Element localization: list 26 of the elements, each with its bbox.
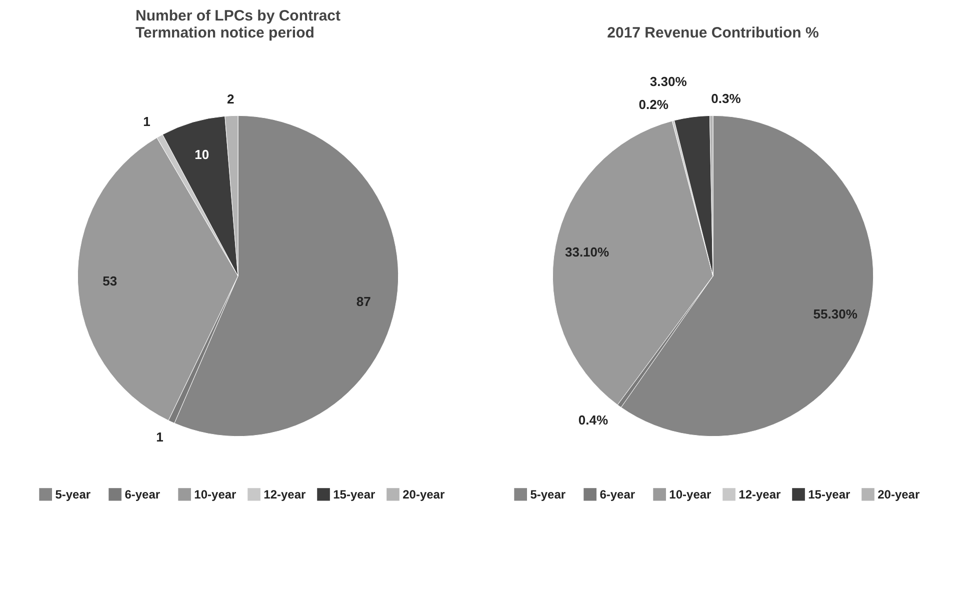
legend-label: 10-year <box>194 487 237 502</box>
data-label: 1 <box>156 430 164 445</box>
legend-label: 6-year <box>600 487 636 502</box>
data-label: 87 <box>356 294 371 310</box>
legend-label: 20-year <box>402 487 445 502</box>
legend-label: 10-year <box>669 487 712 502</box>
chart-title: Number of LPCs by Contract Termnation notice period <box>135 8 341 42</box>
chart-title: 2017 Revenue Contribution % <box>607 24 819 42</box>
data-label: 55.30% <box>813 306 858 322</box>
legend-label: 15-year <box>808 487 851 502</box>
legend-label: 12-year <box>738 487 782 502</box>
data-label: 0.4% <box>578 412 608 428</box>
legend-label: 6-year <box>124 487 160 502</box>
data-label: 2 <box>227 91 234 106</box>
data-label: 10 <box>194 147 210 162</box>
data-label: 53 <box>102 274 118 289</box>
legend-label: 12-year <box>264 487 306 502</box>
data-label: 1 <box>143 114 150 129</box>
data-label: 3.30% <box>650 74 688 89</box>
slice-label: 5-year <box>530 487 566 502</box>
legend-label: 5-year <box>55 487 91 502</box>
data-label: 0.2% <box>638 96 669 112</box>
data-label: 0.3% <box>711 91 742 106</box>
legend-label: 20-year <box>878 487 920 502</box>
data-label: 33.10% <box>564 244 610 260</box>
legend-label: 15-year <box>333 487 376 502</box>
